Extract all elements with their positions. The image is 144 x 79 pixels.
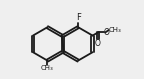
Text: CH₃: CH₃ — [41, 65, 54, 71]
Text: F: F — [76, 13, 81, 22]
Text: O: O — [104, 28, 110, 37]
Text: O: O — [95, 40, 101, 49]
Text: CH₃: CH₃ — [109, 27, 121, 33]
